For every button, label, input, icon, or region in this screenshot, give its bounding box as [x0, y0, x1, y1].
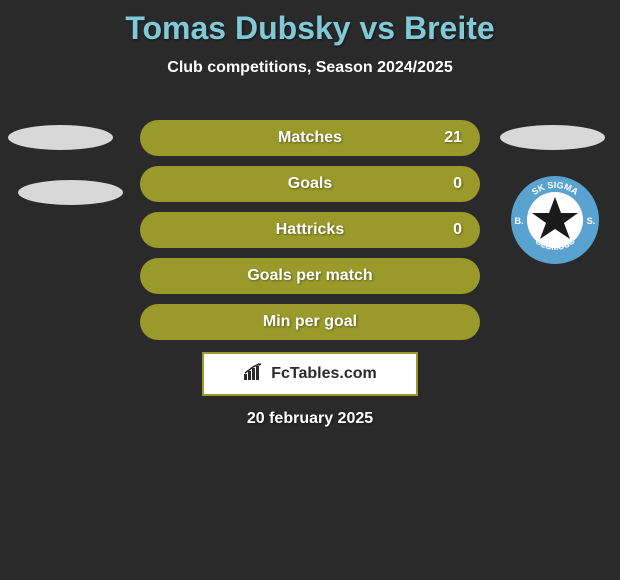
fctables-attribution: FcTables.com: [202, 352, 418, 396]
date-text: 20 february 2025: [0, 410, 620, 428]
stat-label: Min per goal: [263, 313, 357, 331]
stat-label: Goals: [288, 175, 332, 193]
infographic-container: Tomas Dubsky vs Breite Club competitions…: [0, 0, 620, 580]
club-badge-svg: SK SIGMA OLOMOUC B. S.: [510, 175, 600, 265]
club-badge: SK SIGMA OLOMOUC B. S.: [510, 175, 600, 270]
stat-value: 21: [444, 129, 462, 147]
right-decor: [500, 125, 605, 150]
fctables-label: FcTables.com: [271, 365, 377, 383]
stat-label: Matches: [278, 129, 342, 147]
left-ellipse-2: [18, 180, 123, 205]
left-ellipse-1: [8, 125, 113, 150]
stats-area: Matches 21 Goals 0 Hattricks 0 Goals per…: [140, 120, 480, 350]
stat-label: Goals per match: [247, 267, 372, 285]
page-subtitle: Club competitions, Season 2024/2025: [0, 59, 620, 77]
bar-chart-icon: [243, 363, 265, 386]
badge-text-right: S.: [587, 216, 596, 226]
stat-row-matches: Matches 21: [140, 120, 480, 156]
page-title: Tomas Dubsky vs Breite: [0, 0, 620, 47]
right-ellipse-1: [500, 125, 605, 150]
stat-value: 0: [453, 221, 462, 239]
stat-row-goals: Goals 0: [140, 166, 480, 202]
stat-row-min-per-goal: Min per goal: [140, 304, 480, 340]
stat-value: 0: [453, 175, 462, 193]
badge-text-left: B.: [515, 216, 524, 226]
left-decor: [8, 125, 123, 205]
stat-row-goals-per-match: Goals per match: [140, 258, 480, 294]
stat-row-hattricks: Hattricks 0: [140, 212, 480, 248]
stat-label: Hattricks: [276, 221, 344, 239]
